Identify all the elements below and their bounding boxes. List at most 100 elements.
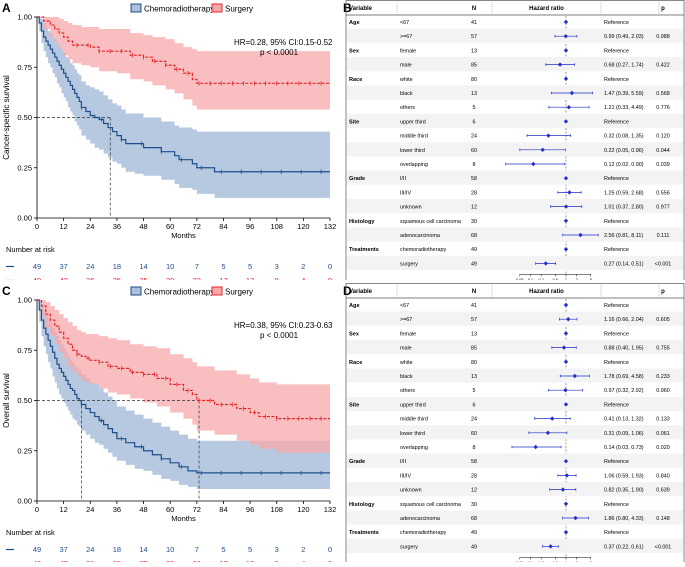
row-p-value: 0.233 xyxy=(656,374,670,380)
hr-annotation: HR=0.28, 95% CI:0.15-0.52 xyxy=(234,38,333,47)
risk-count-chemoradiotherapy: 18 xyxy=(113,262,121,271)
row-p-value: 0.044 xyxy=(656,148,670,154)
y-tick-label: 0.75 xyxy=(17,63,32,72)
hr-axis-tick-label: 0.05 xyxy=(516,278,523,280)
row-level-label: squamous cell carcinoma xyxy=(400,502,461,508)
hr-point xyxy=(563,388,568,393)
legend-label-surgery: Surgery xyxy=(225,5,253,14)
risk-count-surgery: 35 xyxy=(113,276,121,280)
risk-count-chemoradiotherapy: 10 xyxy=(166,262,174,271)
row-stripe xyxy=(347,199,683,214)
row-group-label: Histology xyxy=(349,502,375,508)
row-level-label: male xyxy=(400,63,412,69)
row-hr-ci: 0.27 (0.14, 0.51) xyxy=(604,261,644,267)
row-hr-ci: 0.99 (0.49, 2.03) xyxy=(604,34,644,40)
row-hr-ci: Reference xyxy=(604,20,629,26)
hr-point xyxy=(550,416,555,421)
row-level-label: upper third xyxy=(400,119,426,125)
ci-band-surgery xyxy=(37,300,330,453)
risk-count-chemoradiotherapy: 7 xyxy=(195,262,199,271)
row-hr-ci: Reference xyxy=(604,219,629,225)
row-level-label: lower third xyxy=(400,148,425,154)
risk-count-chemoradiotherapy: 5 xyxy=(221,545,225,554)
legend-label-chemoradiotherapy: Chemoradiotherapy xyxy=(144,5,214,14)
row-level-label: squamous cell carcinoma xyxy=(400,219,461,225)
row-hr-ci: Reference xyxy=(604,402,629,408)
x-tick-label: 48 xyxy=(139,505,147,514)
row-p-value: 0.061 xyxy=(656,431,670,437)
row-n: 5 xyxy=(473,388,476,394)
hr-point xyxy=(531,161,536,167)
legend-swatch-chemoradiotherapy xyxy=(130,286,142,296)
risk-count-surgery: 42 xyxy=(59,276,67,280)
hr-point xyxy=(563,331,569,336)
hr-point xyxy=(563,501,569,506)
y-tick-label: 0.50 xyxy=(17,113,32,122)
hr-point xyxy=(563,218,569,223)
panel-letter: A xyxy=(2,1,11,15)
x-tick-label: 84 xyxy=(219,505,227,514)
x-tick-label: 84 xyxy=(219,222,227,231)
row-group-label: Sex xyxy=(349,48,360,54)
row-level-label: white xyxy=(399,360,413,366)
row-level-label: <67 xyxy=(400,20,409,26)
row-hr-ci: 1.78 (0.69, 4.58) xyxy=(604,374,644,380)
row-group-label: Grade xyxy=(349,459,365,465)
row-p-value: 0.605 xyxy=(656,317,670,323)
risk-count-surgery: 36 xyxy=(86,276,94,280)
row-hr-ci: Reference xyxy=(604,502,629,508)
row-n: 13 xyxy=(471,91,477,97)
row-level-label: female xyxy=(400,48,416,54)
row-n: 58 xyxy=(471,176,477,182)
x-tick-label: 0 xyxy=(35,222,39,231)
row-level-label: others xyxy=(400,388,415,394)
x-tick-label: 72 xyxy=(193,505,201,514)
y-tick-label: 1.00 xyxy=(17,296,32,305)
row-n: 49 xyxy=(471,530,477,536)
row-n: 12 xyxy=(471,488,477,494)
row-n: 80 xyxy=(471,360,477,366)
p-value-annotation: p < 0.0001 xyxy=(260,48,299,57)
row-stripe xyxy=(347,538,683,553)
row-p-value: 0.148 xyxy=(656,516,670,522)
risk-count-surgery: 35 xyxy=(139,276,147,280)
row-level-label: overlapping xyxy=(400,445,428,451)
row-level-label: others xyxy=(400,105,415,111)
row-level-label: overlapping xyxy=(400,162,428,168)
x-tick-label: 72 xyxy=(193,222,201,231)
y-tick-label: 0.75 xyxy=(17,346,32,355)
hr-axis-tick-label: 2 xyxy=(576,278,578,280)
row-level-label: lower third xyxy=(400,431,425,437)
row-p-value: 0.422 xyxy=(656,63,670,69)
legend-label-surgery: Surgery xyxy=(225,288,253,297)
row-hr-ci: 1.01 (0.37, 2.80) xyxy=(604,205,644,211)
risk-count-chemoradiotherapy: 0 xyxy=(328,262,332,271)
row-hr-ci: Reference xyxy=(604,360,629,366)
risk-count-chemoradiotherapy: 24 xyxy=(86,262,94,271)
hr-point xyxy=(548,544,553,549)
hr-point xyxy=(563,119,569,124)
hr-point xyxy=(567,190,572,195)
row-stripe xyxy=(347,57,683,72)
row-n: 30 xyxy=(471,219,477,225)
row-hr-ci: 0.88 (0.40, 1.95) xyxy=(604,346,644,352)
row-level-label: I/II xyxy=(400,459,406,465)
row-group-label: Histology xyxy=(349,219,375,225)
risk-count-chemoradiotherapy: 5 xyxy=(221,262,225,271)
panel-letter: C xyxy=(2,284,11,298)
x-tick-label: 0 xyxy=(35,505,39,514)
hr-point xyxy=(563,19,569,25)
row-n: 60 xyxy=(471,148,477,154)
hr-axis-tick-label: 0.5 xyxy=(553,278,558,280)
x-axis-label: Months xyxy=(171,514,196,523)
risk-count-chemoradiotherapy: 3 xyxy=(275,262,279,271)
row-hr-ci: 0.41 (0.13, 1.32) xyxy=(604,417,644,423)
risk-table-title: Number at risk xyxy=(6,245,55,254)
risk-count-chemoradiotherapy: 5 xyxy=(248,262,252,271)
row-level-label: <67 xyxy=(400,303,409,309)
row-n: 49 xyxy=(471,544,477,550)
row-n: 85 xyxy=(471,63,477,69)
risk-count-chemoradiotherapy: 37 xyxy=(59,545,67,554)
legend-label-chemoradiotherapy: Chemoradiotherapy xyxy=(144,288,214,297)
hr-point xyxy=(563,76,569,81)
